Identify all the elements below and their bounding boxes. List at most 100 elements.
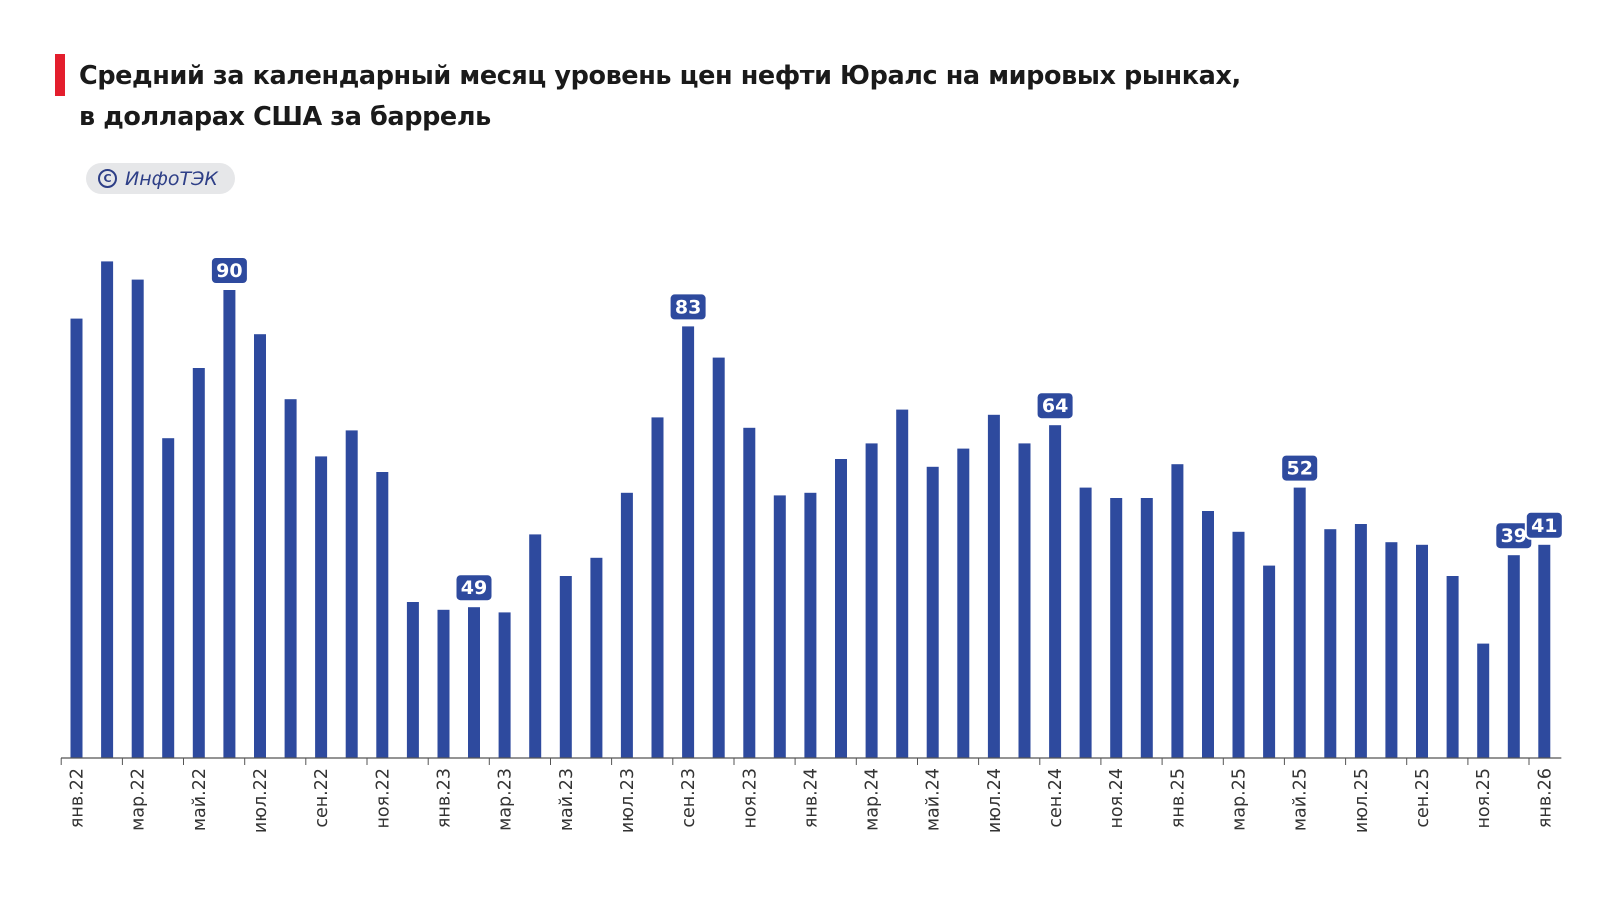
source-badge: C ИнфоТЭК bbox=[86, 163, 235, 194]
bar-ноя.25 bbox=[1477, 643, 1490, 758]
data-label-box bbox=[668, 292, 708, 322]
bar-ноя.24 bbox=[1110, 498, 1123, 758]
bar-авг.25 bbox=[1385, 542, 1398, 758]
data-label-янв.26: 41 bbox=[1524, 510, 1564, 540]
bar-июл.23 bbox=[620, 492, 633, 758]
x-tick-label: май.22 bbox=[190, 768, 210, 831]
x-tick-label: май.25 bbox=[1291, 768, 1311, 831]
bar-дек.25 bbox=[1507, 555, 1520, 758]
chart-title: Средний за календарный месяц уровень цен… bbox=[79, 56, 1479, 138]
bar-май.24 bbox=[926, 466, 939, 758]
bar-июл.25 bbox=[1354, 524, 1367, 758]
x-tick-label: ноя.24 bbox=[1107, 768, 1127, 829]
bar-авг.24 bbox=[1018, 443, 1031, 758]
x-tick-label: мар.22 bbox=[129, 768, 149, 831]
x-tick-label: ноя.23 bbox=[740, 768, 760, 829]
x-tick-label: май.23 bbox=[557, 768, 577, 831]
x-tick-label: ноя.22 bbox=[373, 768, 393, 829]
bar-сен.25 bbox=[1416, 544, 1428, 758]
data-label-text: 41 bbox=[1531, 515, 1557, 537]
bar-июл.24 bbox=[987, 414, 1000, 758]
x-tick-label: ноя.25 bbox=[1474, 768, 1494, 829]
data-label-text: 64 bbox=[1042, 395, 1068, 417]
x-tick-label: июл.25 bbox=[1352, 768, 1372, 833]
data-label-box bbox=[1280, 453, 1320, 483]
data-label-text: 52 bbox=[1286, 458, 1312, 480]
bar-сен.22 bbox=[315, 456, 328, 758]
x-tick-label: янв.25 bbox=[1168, 768, 1188, 828]
x-tick-label: сен.22 bbox=[312, 768, 332, 828]
bar-фев.22 bbox=[101, 261, 114, 758]
x-tick-label: мар.25 bbox=[1230, 768, 1250, 831]
bar-дек.22 bbox=[406, 602, 419, 758]
data-label-box bbox=[1035, 391, 1075, 421]
bar-янв.23 bbox=[437, 609, 450, 758]
bar-май.23 bbox=[559, 576, 572, 758]
bar-фев.25 bbox=[1202, 511, 1214, 758]
data-label-text: 49 bbox=[461, 577, 487, 599]
chart-title-line1: Средний за календарный месяц уровень цен… bbox=[79, 61, 1241, 91]
x-tick-label: июл.23 bbox=[618, 768, 638, 833]
data-label-дек.25: 39 bbox=[1494, 521, 1534, 551]
bar-мар.25 bbox=[1232, 531, 1245, 758]
bar-апр.24 bbox=[896, 409, 909, 758]
x-tick-label: янв.22 bbox=[68, 768, 88, 828]
data-label-май.25: 52 bbox=[1280, 453, 1320, 483]
data-label-box bbox=[1524, 510, 1564, 540]
bar-сен.24 bbox=[1049, 425, 1062, 758]
x-tick-label: мар.24 bbox=[863, 768, 883, 831]
bar-сен.23 bbox=[682, 326, 695, 758]
bar-фев.23 bbox=[468, 607, 480, 758]
bar-май.22 bbox=[192, 368, 205, 758]
x-tick-label: янв.24 bbox=[801, 768, 821, 828]
x-tick-label: сен.25 bbox=[1413, 768, 1433, 828]
bar-июл.22 bbox=[254, 334, 266, 758]
bar-июн.22 bbox=[223, 290, 236, 758]
bar-апр.25 bbox=[1263, 565, 1276, 758]
bar-авг.23 bbox=[651, 417, 664, 758]
bar-ноя.23 bbox=[743, 427, 756, 758]
bar-окт.23 bbox=[712, 357, 725, 758]
bar-окт.25 bbox=[1446, 576, 1459, 758]
x-tick-label: сен.23 bbox=[679, 768, 699, 828]
title-accent-bar bbox=[55, 54, 65, 96]
x-tick-label: июл.22 bbox=[251, 768, 271, 833]
bar-янв.22 bbox=[70, 318, 83, 758]
x-tick-label: май.24 bbox=[924, 768, 944, 831]
source-label: ИнфоТЭК bbox=[125, 167, 218, 190]
data-label-text: 83 bbox=[675, 296, 701, 318]
bar-янв.25 bbox=[1171, 464, 1184, 758]
bar-мар.22 bbox=[131, 279, 144, 758]
bar-июн.23 bbox=[590, 557, 603, 758]
bar-июн.24 bbox=[957, 448, 970, 758]
bar-мар.24 bbox=[865, 443, 878, 758]
bar-авг.22 bbox=[284, 399, 297, 758]
data-label-фев.23: 49 bbox=[454, 573, 494, 603]
data-label-сен.24: 64 bbox=[1035, 391, 1075, 421]
bar-окт.22 bbox=[345, 430, 358, 758]
bar-окт.24 bbox=[1079, 487, 1092, 758]
bar-июн.25 bbox=[1324, 529, 1337, 758]
data-label-box bbox=[454, 573, 494, 603]
x-tick-label: янв.23 bbox=[435, 768, 455, 828]
data-label-text: 39 bbox=[1501, 525, 1527, 547]
x-tick-label: июл.24 bbox=[985, 768, 1005, 833]
data-label-сен.23: 83 bbox=[668, 292, 708, 322]
x-tick-label: сен.24 bbox=[1046, 768, 1066, 828]
bar-дек.23 bbox=[773, 495, 786, 758]
bar-янв.26 bbox=[1538, 544, 1551, 758]
chart-title-line2: в долларах США за баррель bbox=[79, 102, 491, 132]
bar-фев.24 bbox=[835, 459, 847, 758]
data-label-июн.22: 90 bbox=[209, 256, 249, 285]
data-label-text: 90 bbox=[216, 260, 242, 282]
x-tick-label: янв.26 bbox=[1535, 768, 1555, 828]
copyright-icon: C bbox=[98, 169, 117, 188]
bar-май.25 bbox=[1293, 487, 1306, 758]
bar-дек.24 bbox=[1140, 498, 1153, 758]
data-label-box bbox=[209, 256, 249, 285]
bar-апр.23 bbox=[529, 534, 542, 758]
bar-ноя.22 bbox=[376, 472, 389, 758]
x-tick-label: мар.23 bbox=[496, 768, 516, 831]
bar-апр.22 bbox=[162, 438, 175, 758]
